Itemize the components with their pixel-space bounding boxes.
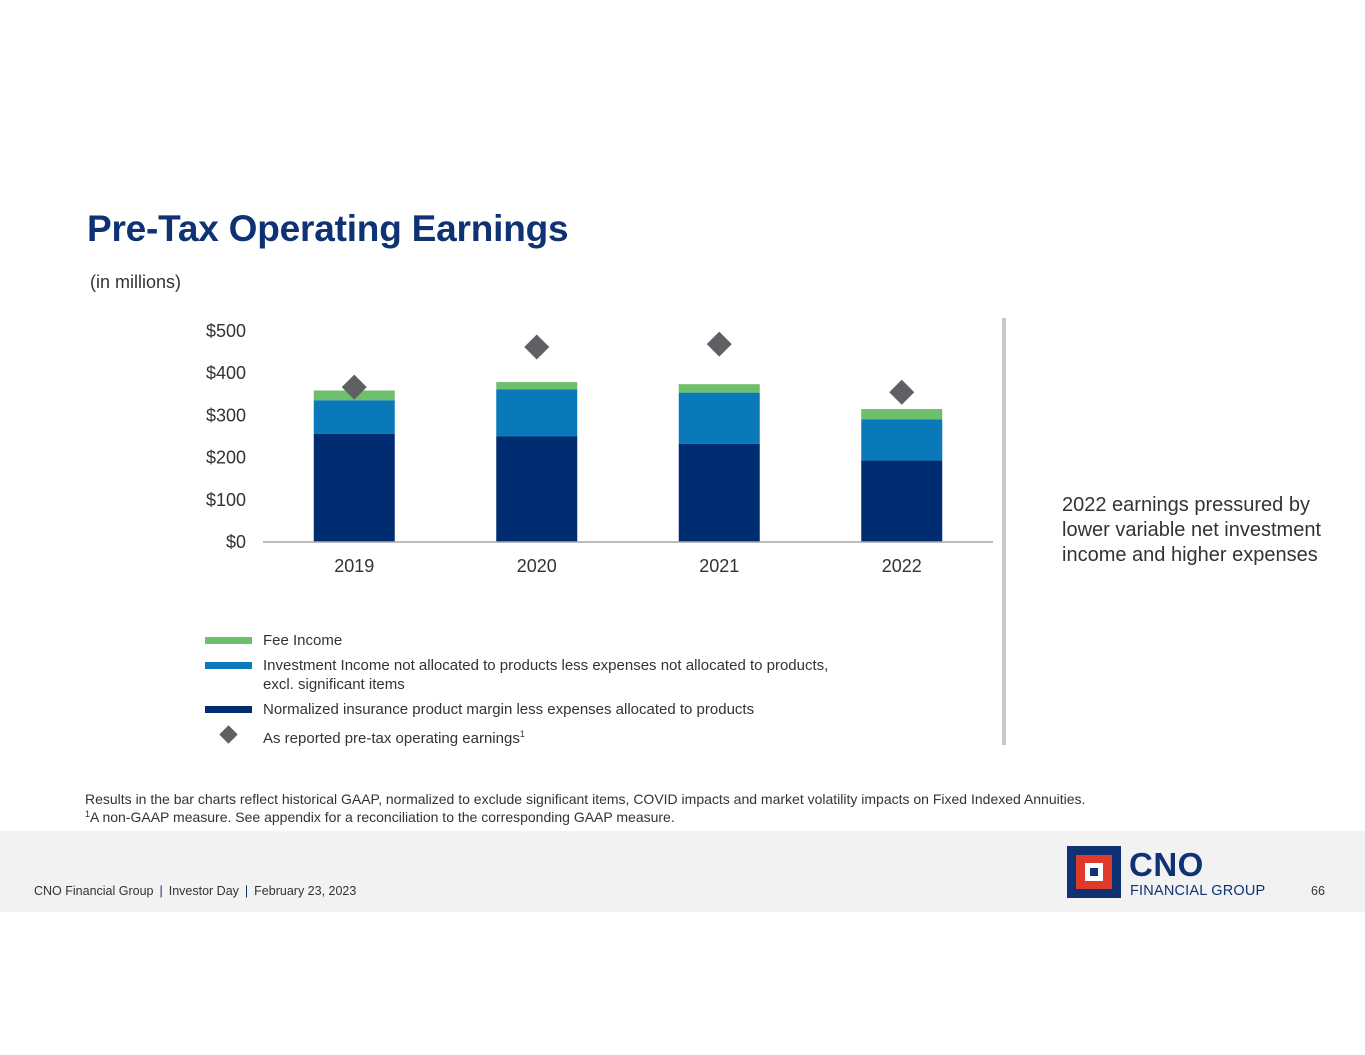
reported-earnings-marker [889, 379, 915, 405]
stacked-bar-chart: $0 $100 $200 $300 $400 $500 2019 2020 2021 2022 [206, 321, 993, 576]
bar-segment-fee-income [861, 409, 943, 420]
logo-wordmark: CNO [1129, 846, 1204, 883]
x-tick-label: 2020 [517, 556, 557, 576]
reported-earnings-marker [524, 334, 550, 360]
bar-segment-fee-income [496, 382, 578, 390]
footnote-1: Results in the bar charts reflect histor… [85, 791, 1086, 807]
footer-separator: | [159, 884, 163, 898]
x-tick-label: 2022 [882, 556, 922, 576]
bar-segment-investment-income [313, 400, 395, 434]
legend-label: As reported pre-tax operating earnings [263, 730, 520, 747]
y-tick-label: $100 [206, 490, 246, 510]
y-tick-label: $300 [206, 405, 246, 425]
page-title: Pre-Tax Operating Earnings [87, 208, 569, 249]
legend-label: Investment Income not allocated to produ… [263, 657, 829, 674]
legend-item-reported: As reported pre-tax operating earnings1 [205, 725, 905, 748]
diamond-icon [219, 725, 238, 744]
footnote-mark: 1 [85, 809, 91, 819]
legend-item-investment-income: Investment Income not allocated to produ… [205, 656, 905, 694]
logo-mark-icon [1067, 846, 1121, 898]
bar-segment-investment-income [861, 419, 943, 461]
legend-label: Normalized insurance product margin less… [263, 701, 755, 718]
footnotes: Results in the bar charts reflect histor… [85, 790, 1285, 826]
y-tick-label: $0 [226, 532, 246, 552]
bar-segment-investment-income [678, 392, 760, 444]
company-logo: CNO FINANCIAL GROUP [1067, 846, 1277, 900]
legend-label-continued: excl. significant items [263, 676, 405, 693]
bar-segment-normalized-margin [313, 433, 395, 542]
footer-separator: | [244, 884, 249, 898]
legend-swatch-normalized-margin [205, 706, 252, 713]
bar-segment-fee-income [678, 384, 760, 393]
vertical-divider [1002, 318, 1006, 745]
legend-swatch-fee-income [205, 637, 252, 644]
page-number: 66 [1311, 884, 1325, 898]
legend-item-normalized-margin: Normalized insurance product margin less… [205, 700, 905, 719]
units-label: (in millions) [90, 272, 182, 292]
footer-company: CNO Financial Group [34, 884, 154, 898]
chart-legend: Fee Income Investment Income not allocat… [205, 631, 905, 754]
callout-text: 2022 earnings pressured by lower variabl… [1062, 494, 1322, 566]
logo-tagline: FINANCIAL GROUP [1130, 883, 1266, 899]
footer-credits: CNO Financial Group | Investor Day | Februar… [34, 884, 356, 898]
legend-item-fee-income: Fee Income [205, 631, 905, 650]
footer-band [0, 831, 1365, 912]
footer-date: February 23, 2023 [254, 884, 357, 898]
bar-segment-investment-income [496, 389, 578, 437]
x-tick-label: 2019 [334, 556, 374, 576]
footer-event: Investor Day [168, 884, 239, 898]
y-tick-label: $500 [206, 321, 246, 341]
legend-label: Fee Income [263, 632, 343, 649]
bar-segment-normalized-margin [678, 443, 760, 542]
bar-segment-normalized-margin [861, 460, 943, 542]
reported-earnings-marker [341, 374, 367, 400]
legend-footnote-mark: 1 [519, 729, 525, 739]
footnote-2: 1A non-GAAP measure. See appendix for a … [85, 808, 1285, 826]
footnote-2-text: A non-GAAP measure. See appendix for a r… [90, 809, 675, 825]
bar-segment-normalized-margin [496, 436, 578, 542]
y-tick-label: $400 [206, 363, 246, 383]
legend-swatch-investment-income [205, 662, 252, 669]
y-tick-label: $200 [206, 448, 246, 468]
x-tick-label: 2021 [699, 556, 739, 576]
reported-earnings-marker [706, 331, 732, 357]
